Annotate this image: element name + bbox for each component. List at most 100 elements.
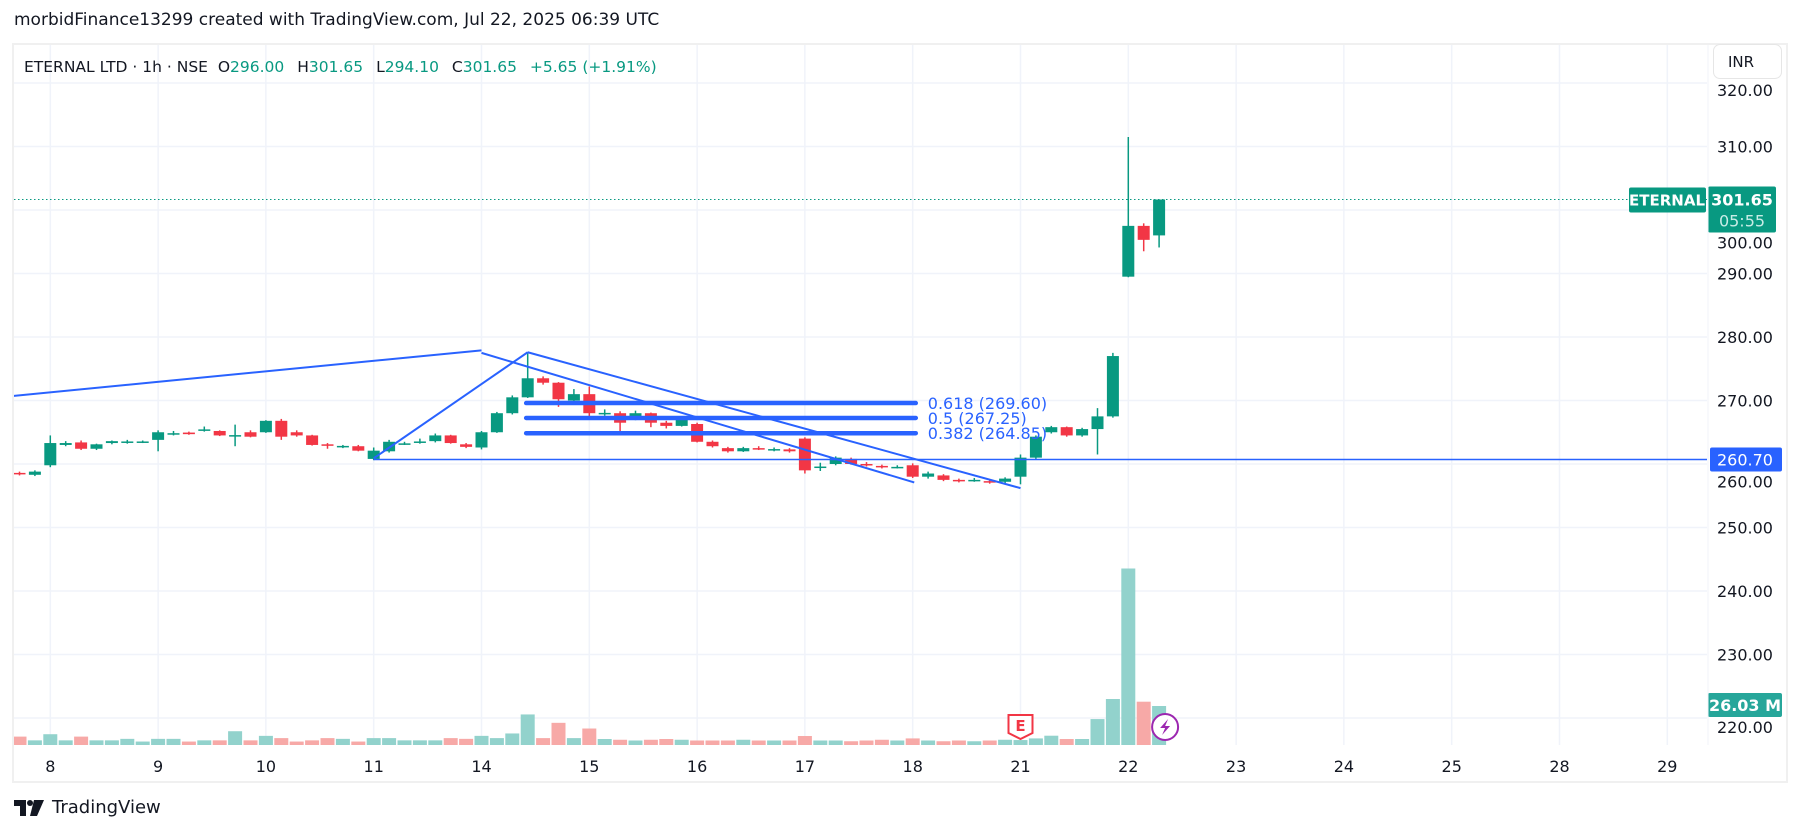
candle-body <box>290 432 303 436</box>
volume-bar <box>459 738 474 745</box>
high-label: H <box>297 58 309 76</box>
volume-bar <box>736 739 751 745</box>
candle-body <box>829 457 842 464</box>
x-tick-label: 22 <box>1118 757 1138 776</box>
volume-bar <box>274 738 289 745</box>
tradingview-brand: TradingView <box>52 797 161 818</box>
volume-bar <box>905 738 920 745</box>
volume-bar <box>890 740 905 745</box>
candle-body <box>444 435 457 444</box>
chart-frame <box>12 43 1788 783</box>
candle-body <box>860 464 873 466</box>
candle-body <box>845 458 858 464</box>
volume-bar <box>998 739 1013 745</box>
candle-body <box>75 442 88 449</box>
candle-body <box>136 441 149 443</box>
candle-body <box>814 466 827 469</box>
fib-level-label: 0.5 (267.25) <box>928 409 1027 428</box>
candle-body <box>398 443 411 445</box>
volume-bar <box>551 722 566 745</box>
lightning-bolt-icon <box>1160 719 1171 735</box>
volume-bar <box>505 733 520 745</box>
candle-body <box>598 412 611 415</box>
volume-bar <box>243 740 258 745</box>
volume-bar <box>582 728 597 745</box>
candle-body <box>152 432 165 440</box>
candle-body <box>506 397 519 414</box>
volume-bar <box>690 740 705 745</box>
candle-body <box>306 435 319 445</box>
tradingview-logo[interactable]: TradingView <box>14 797 161 818</box>
volume-bar <box>813 740 828 745</box>
volume-bar <box>58 740 73 745</box>
candle-body <box>521 378 534 398</box>
volume-bar <box>181 741 196 745</box>
volume-bar <box>874 739 889 745</box>
volume-bar <box>1121 568 1136 745</box>
close-value: 301.65 <box>462 58 517 76</box>
low-label: L <box>376 58 385 76</box>
volume-bar <box>120 738 135 745</box>
earnings-icon <box>1007 714 1034 741</box>
candle-body <box>1029 436 1042 458</box>
volume-bar <box>751 740 766 745</box>
candle-body <box>1076 429 1089 436</box>
volume-bar <box>674 739 689 745</box>
volume-bar <box>1075 739 1090 745</box>
x-tick-label: 14 <box>471 757 491 776</box>
candle-body <box>105 441 118 444</box>
y-tick-label: 290.00 <box>1717 265 1773 284</box>
volume-bar <box>258 735 273 745</box>
volume-bar <box>720 740 735 745</box>
open-label: O <box>217 58 231 76</box>
chart-credit: morbidFinance13299 created with TradingV… <box>14 10 660 30</box>
volume-bar <box>382 738 397 745</box>
y-tick-label: 250.00 <box>1717 519 1773 538</box>
candle-body <box>752 448 765 450</box>
candle-body <box>783 449 796 452</box>
volume-bar <box>936 741 951 745</box>
x-tick-label: 17 <box>795 757 815 776</box>
volume-bar <box>397 740 412 745</box>
volume-bar <box>797 736 812 745</box>
volume-bar <box>74 736 89 745</box>
volume-bar <box>767 740 782 745</box>
y-tick-label: 280.00 <box>1717 328 1773 347</box>
volume-bar <box>597 739 612 745</box>
candle-body <box>675 419 688 426</box>
trend-line <box>373 351 529 460</box>
volume-tag <box>1708 693 1782 717</box>
x-tick-label: 8 <box>45 757 55 776</box>
candle-body <box>1106 356 1119 417</box>
candle-body <box>321 444 334 446</box>
volume-bar <box>43 734 58 745</box>
symbol-name-label: ETERNAL <box>1629 192 1705 210</box>
volume-bar <box>1059 739 1074 745</box>
tradingview-logo-icon <box>14 799 44 816</box>
x-tick-label: 29 <box>1657 757 1677 776</box>
fib-level-label: 0.382 (264.85) <box>928 424 1047 443</box>
candle-body <box>367 450 380 459</box>
candle-body <box>59 443 72 445</box>
countdown-label: 05:55 <box>1719 212 1765 231</box>
x-tick-label: 18 <box>903 757 923 776</box>
symbol-title[interactable]: ETERNAL LTD · 1h · NSE <box>24 58 208 76</box>
candle-body <box>952 479 965 482</box>
x-tick-label: 11 <box>364 757 384 776</box>
close-label: C <box>451 58 463 76</box>
volume-bar <box>474 735 489 745</box>
open-value: 296.00 <box>230 58 285 76</box>
currency-button[interactable]: INR <box>1713 44 1782 79</box>
candle-body <box>167 433 180 435</box>
x-tick-label: 16 <box>687 757 707 776</box>
volume-bar <box>135 741 150 745</box>
candle-body <box>999 478 1012 482</box>
candle-body <box>352 446 365 451</box>
volume-bar <box>844 741 859 745</box>
volume-bar <box>1105 699 1120 745</box>
y-tick-label: 320.00 <box>1717 81 1773 100</box>
volume-bar <box>228 731 243 745</box>
candle-body <box>798 438 811 471</box>
volume-bar <box>166 738 181 745</box>
